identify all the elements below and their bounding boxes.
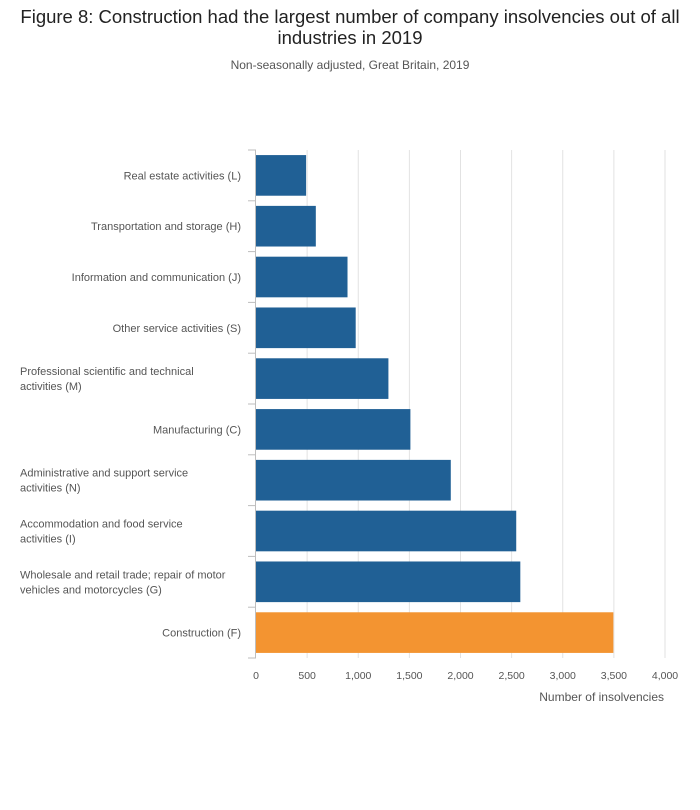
bar <box>256 155 307 196</box>
bar <box>256 358 389 399</box>
category-label: Professional scientific and technical act… <box>20 366 194 393</box>
x-tick-label: 3,000 <box>550 670 576 682</box>
chart-title: Figure 8: Construction had the largest n… <box>20 6 680 48</box>
x-tick-label: 0 <box>253 670 259 682</box>
x-axis-ticks: 0 500 1,000 1,500 2,000 2,500 3,000 3,500 4,000 <box>253 670 678 682</box>
bar <box>256 256 348 298</box>
bar <box>256 409 411 450</box>
x-tick-label: 500 <box>298 670 316 682</box>
category-label: Construction (F) <box>162 628 241 640</box>
category-label: Accommodation and food service activities… <box>20 519 183 546</box>
bar <box>256 205 316 247</box>
x-axis-title: Number of insolvencies <box>539 690 664 704</box>
bar <box>256 459 451 501</box>
bar <box>256 510 517 552</box>
category-label: Administrative and support service activi… <box>20 468 188 495</box>
x-tick-label: 3,500 <box>601 670 627 682</box>
category-labels: Real estate activities (L) Transportation… <box>20 170 241 639</box>
category-label: Wholesale and retail trade; repair of mo… <box>20 569 226 596</box>
category-label: Information and communication (J) <box>72 272 241 284</box>
bars <box>256 155 614 653</box>
bar <box>256 561 521 603</box>
x-tick-label: 4,000 <box>652 670 678 682</box>
x-tick-label: 1,000 <box>345 670 371 682</box>
category-label: Transportation and storage (H) <box>91 221 241 233</box>
bar <box>256 612 614 653</box>
x-tick-label: 2,500 <box>498 670 524 682</box>
bar <box>256 307 356 349</box>
chart-subtitle: Non-seasonally adjusted, Great Britain, … <box>230 58 470 72</box>
x-tick-label: 2,000 <box>447 670 473 682</box>
category-label: Real estate activities (L) <box>124 170 241 182</box>
category-label: Other service activities (S) <box>113 323 241 335</box>
x-tick-label: 1,500 <box>396 670 422 682</box>
category-label: Manufacturing (C) <box>153 424 241 436</box>
